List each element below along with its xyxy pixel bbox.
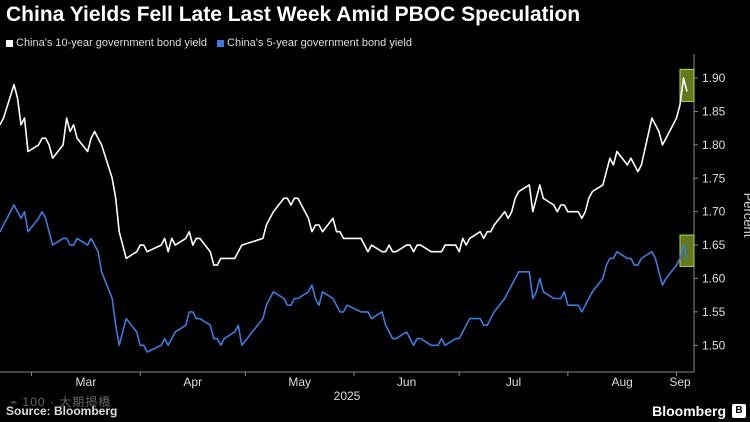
legend-swatch-5y [217, 39, 225, 47]
bloomberg-logo-icon: B [732, 404, 746, 418]
x-year-label: 2025 [334, 389, 361, 403]
watermark-logo: ⌁ 100 · 大期揭橋 [10, 395, 112, 409]
series-line-10y [0, 77, 688, 266]
legend-label-10y: China's 10-year government bond yield [16, 37, 208, 49]
highlight-box [679, 234, 695, 267]
series-line-5y [0, 204, 688, 353]
x-tick-label: Apr [183, 375, 202, 389]
x-tick-label: Aug [611, 375, 632, 389]
brand-wordmark: Bloomberg [652, 403, 726, 419]
y-tick-label: 1.90 [702, 71, 726, 85]
y-tick-label: 1.80 [702, 138, 726, 152]
y-tick-label: 1.50 [702, 338, 726, 352]
y-tick-label: 1.60 [702, 271, 726, 285]
x-tick-label: Sep [669, 375, 691, 389]
y-tick-label: 1.65 [702, 238, 726, 252]
source-note: Source: Bloomberg [6, 404, 118, 418]
x-tick-label: Jun [397, 375, 416, 389]
y-tick-label: 1.70 [702, 205, 726, 219]
legend-entry-5y: China's 5-year government bond yield [217, 37, 412, 49]
chart-title: China Yields Fell Late Last Week Amid PB… [6, 3, 581, 26]
x-tick-label: May [288, 375, 311, 389]
legend-label-5y: China's 5-year government bond yield [227, 37, 412, 49]
legend: China's 10-year government bond yield Ch… [6, 37, 412, 49]
y-tick-label: 1.85 [702, 104, 726, 118]
y-tick-label: 1.75 [702, 171, 726, 185]
y-tick-label: 1.55 [702, 305, 726, 319]
x-tick-label: Jul [506, 375, 521, 389]
legend-swatch-10y [6, 39, 13, 47]
x-tick-label: Mar [76, 375, 97, 389]
legend-entry-10y: China's 10-year government bond yield [6, 37, 207, 49]
y-axis-label: Percent [741, 193, 750, 238]
